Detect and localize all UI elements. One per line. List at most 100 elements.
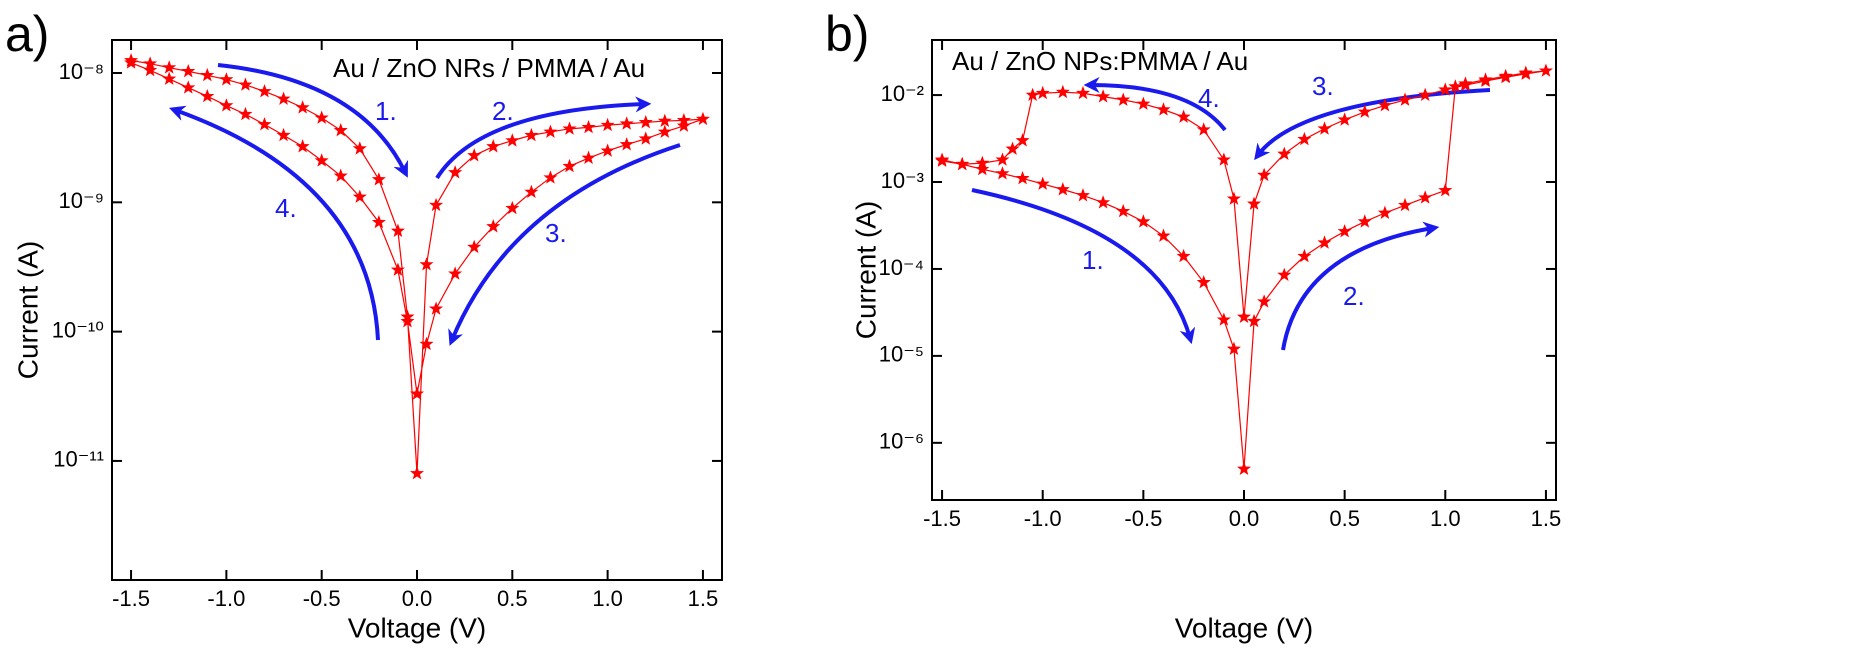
star-marker bbox=[314, 110, 329, 124]
star-marker bbox=[1156, 228, 1171, 242]
star-marker bbox=[524, 127, 539, 142]
series-line bbox=[941, 70, 1547, 470]
star-marker bbox=[419, 336, 434, 351]
star-marker bbox=[390, 262, 405, 276]
star-marker bbox=[429, 301, 444, 315]
star-marker bbox=[1317, 235, 1332, 249]
star-marker bbox=[1357, 214, 1372, 228]
star-marker bbox=[581, 119, 596, 134]
star-marker bbox=[1176, 109, 1191, 123]
star-marker bbox=[676, 118, 691, 132]
x-tick-label: 0.0 bbox=[1229, 506, 1260, 531]
star-marker bbox=[409, 386, 425, 400]
star-marker bbox=[200, 88, 215, 103]
star-marker bbox=[975, 155, 990, 170]
star-marker bbox=[314, 153, 329, 167]
star-marker bbox=[181, 63, 196, 78]
star-marker bbox=[400, 314, 415, 328]
annotation: 3. bbox=[545, 218, 567, 248]
star-marker bbox=[390, 223, 405, 237]
star-marker bbox=[1458, 77, 1473, 92]
arrow bbox=[435, 96, 652, 180]
x-axis-title: Voltage (V) bbox=[1175, 612, 1314, 643]
star-marker bbox=[448, 266, 463, 280]
star-marker bbox=[505, 133, 520, 147]
star-marker bbox=[1438, 183, 1453, 197]
star-marker bbox=[1277, 146, 1292, 160]
star-marker bbox=[333, 123, 348, 137]
star-marker bbox=[1297, 131, 1312, 146]
star-marker bbox=[1196, 275, 1211, 289]
star-marker bbox=[1116, 203, 1131, 218]
y-tick-label: 10⁻⁶ bbox=[879, 429, 924, 454]
star-marker bbox=[1247, 313, 1262, 328]
star-marker bbox=[219, 72, 234, 86]
star-marker bbox=[1176, 248, 1191, 263]
sweep-arrows bbox=[168, 63, 1491, 351]
star-marker bbox=[162, 60, 177, 74]
star-marker bbox=[995, 166, 1010, 180]
star-marker bbox=[1247, 196, 1262, 210]
star-marker bbox=[1337, 224, 1352, 238]
star-marker bbox=[543, 170, 558, 184]
star-marker bbox=[1357, 104, 1372, 118]
star-marker bbox=[1438, 82, 1453, 96]
panel-label: a) bbox=[5, 6, 49, 62]
annotation: 4. bbox=[1198, 83, 1220, 113]
star-marker bbox=[562, 158, 577, 173]
star-marker bbox=[619, 137, 634, 151]
annotation: 1. bbox=[375, 96, 397, 126]
star-marker bbox=[238, 77, 253, 91]
x-tick-label: -0.5 bbox=[303, 586, 341, 611]
x-tick-label: 1.0 bbox=[1430, 506, 1461, 531]
y-axis-title: Current (A) bbox=[850, 201, 881, 339]
y-tick-label: 10⁻⁵ bbox=[879, 342, 924, 367]
star-marker bbox=[995, 152, 1010, 166]
arrow bbox=[448, 143, 681, 346]
star-marker bbox=[1035, 85, 1050, 100]
y-tick-label: 10⁻⁴ bbox=[878, 255, 924, 280]
star-marker bbox=[543, 124, 558, 138]
annotation: 3. bbox=[1312, 71, 1334, 101]
star-marker bbox=[1216, 312, 1231, 326]
x-tick-label: 0.5 bbox=[497, 586, 528, 611]
x-tick-label: -1.5 bbox=[112, 586, 150, 611]
x-tick-label: 0.5 bbox=[1329, 506, 1360, 531]
star-marker bbox=[371, 214, 386, 229]
star-marker bbox=[1317, 121, 1332, 135]
star-marker bbox=[1096, 195, 1111, 209]
star-marker bbox=[600, 143, 615, 157]
star-marker bbox=[1257, 294, 1272, 308]
star-marker bbox=[1297, 248, 1312, 263]
star-marker bbox=[1538, 63, 1553, 77]
star-marker bbox=[448, 165, 463, 179]
star-marker bbox=[371, 172, 386, 186]
star-marker bbox=[638, 131, 653, 145]
star-marker bbox=[124, 55, 139, 69]
y-tick-label: 10⁻⁸ bbox=[59, 59, 104, 84]
y-tick-label: 10⁻¹¹ bbox=[53, 447, 104, 472]
y-axis-title: Current (A) bbox=[12, 241, 43, 379]
x-tick-label: 1.0 bbox=[592, 586, 623, 611]
star-marker bbox=[1196, 122, 1211, 136]
star-marker bbox=[505, 200, 520, 215]
star-marker bbox=[1025, 87, 1040, 102]
star-marker bbox=[1518, 66, 1533, 80]
star-marker bbox=[1216, 152, 1231, 166]
star-marker bbox=[429, 197, 444, 212]
star-marker bbox=[1035, 176, 1050, 190]
arrow bbox=[971, 188, 1196, 345]
star-marker bbox=[1377, 205, 1392, 219]
x-tick-label: -0.5 bbox=[1124, 506, 1162, 531]
star-marker bbox=[1498, 69, 1513, 84]
star-marker bbox=[257, 84, 272, 98]
sample-label: Au / ZnO NPs:PMMA / Au bbox=[952, 46, 1248, 76]
star-marker bbox=[695, 111, 710, 126]
star-marker bbox=[1377, 98, 1392, 112]
arrow bbox=[1083, 77, 1227, 132]
star-marker bbox=[352, 141, 367, 155]
star-marker bbox=[1277, 267, 1292, 282]
y-tick-label: 10⁻² bbox=[881, 81, 924, 106]
annotation: 4. bbox=[275, 193, 297, 223]
